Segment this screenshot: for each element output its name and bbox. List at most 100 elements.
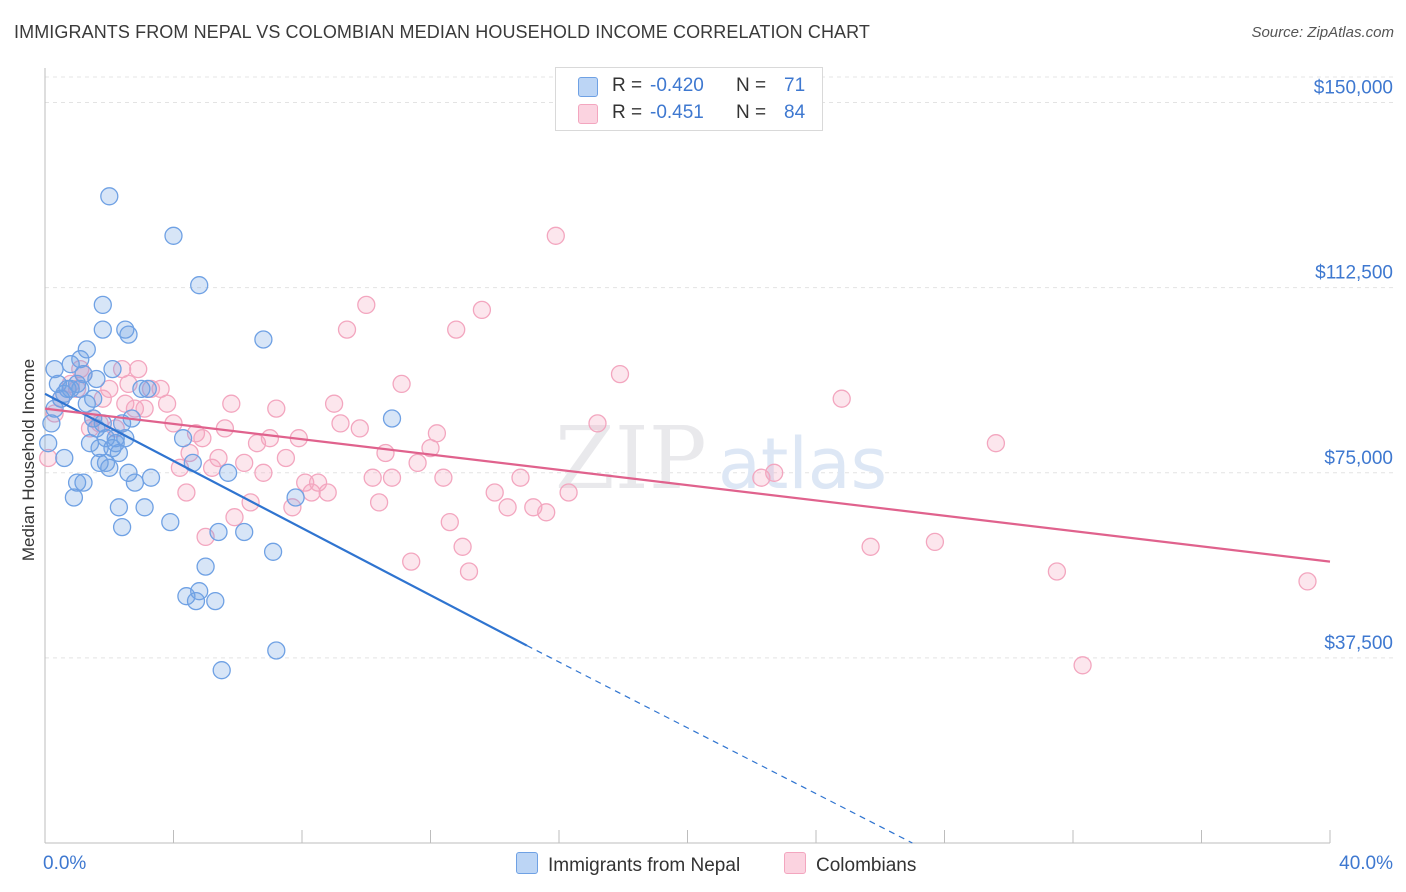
bottom-legend-nepal: Immigrants from Nepal — [516, 852, 740, 877]
legend-swatch-colombians — [578, 104, 598, 124]
data-point — [235, 453, 254, 473]
data-point — [286, 488, 305, 507]
y-tick-labels: $37,500 $75,000 $112,500 $150,000 — [1314, 78, 1393, 654]
data-point — [225, 508, 244, 527]
data-point — [190, 582, 209, 601]
data-point — [861, 537, 880, 556]
data-point — [260, 429, 280, 448]
y-axis-label: Median Household Income — [19, 358, 38, 562]
data-point — [459, 562, 479, 581]
data-point — [55, 448, 74, 468]
watermark-zip: ZIP — [555, 409, 707, 509]
data-point — [1047, 562, 1067, 581]
data-point — [382, 409, 402, 428]
data-point — [402, 552, 421, 571]
data-point — [186, 591, 206, 611]
data-point — [427, 424, 447, 443]
data-point — [93, 320, 112, 339]
data-point — [610, 364, 630, 384]
data-point — [77, 340, 96, 359]
series-colombians-points — [39, 226, 1317, 675]
x-tick-label: 40.0% — [1339, 853, 1393, 874]
data-point — [765, 463, 784, 482]
data-point — [408, 453, 427, 473]
data-point — [103, 359, 122, 379]
legend-row-colombians: R = -0.451 N = 84 — [556, 100, 822, 126]
data-point — [125, 473, 145, 492]
data-point — [132, 379, 151, 399]
x-tick-label: 0.0% — [43, 853, 86, 874]
data-point — [276, 448, 296, 468]
data-point — [559, 483, 578, 502]
data-point — [100, 458, 119, 477]
data-point — [392, 374, 411, 394]
data-point — [925, 532, 945, 552]
data-point — [135, 498, 154, 517]
data-point — [84, 389, 103, 408]
legend-n-label: N = — [736, 102, 767, 123]
data-point — [71, 359, 90, 379]
data-point — [141, 468, 161, 487]
data-point — [986, 434, 1006, 453]
data-point — [71, 350, 90, 369]
data-point — [511, 468, 530, 487]
data-point — [254, 330, 273, 349]
data-point — [832, 389, 851, 408]
data-point — [376, 443, 395, 463]
data-point — [324, 394, 344, 413]
legend-n-label: N = — [736, 75, 767, 96]
trend-line — [44, 407, 1331, 563]
data-point — [254, 463, 273, 482]
data-point — [331, 414, 350, 433]
data-point — [337, 320, 357, 339]
bottom-legend-swatch-nepal — [516, 852, 538, 874]
watermark: ZIP atlas — [555, 409, 887, 509]
data-point — [67, 374, 87, 394]
data-point — [357, 295, 376, 315]
data-point — [453, 537, 472, 556]
data-point — [206, 591, 225, 611]
data-point — [135, 399, 154, 418]
data-point — [100, 379, 119, 399]
data-point — [119, 325, 138, 344]
legend-n-value: 71 — [784, 75, 806, 96]
bottom-legend-swatch-colombians — [784, 852, 806, 874]
data-point — [119, 463, 138, 482]
data-point — [434, 468, 453, 487]
data-point — [1298, 572, 1317, 591]
data-point — [296, 473, 315, 492]
legend-r-label: R = — [612, 102, 643, 123]
data-point — [39, 434, 58, 453]
data-point — [61, 355, 80, 374]
data-point — [193, 429, 212, 448]
data-point — [588, 414, 607, 433]
data-point — [112, 517, 132, 537]
data-point — [45, 359, 64, 379]
data-point — [90, 453, 109, 473]
y-tick-label: $37,500 — [1324, 633, 1393, 654]
data-point — [308, 473, 328, 492]
data-point — [218, 463, 238, 482]
data-point — [106, 434, 125, 453]
data-point — [190, 276, 209, 295]
data-point — [209, 448, 228, 468]
legend-r-value: -0.451 — [650, 102, 704, 123]
data-point — [1073, 656, 1092, 675]
data-point — [64, 488, 84, 507]
data-point — [138, 379, 157, 399]
data-point — [267, 399, 286, 418]
trend-line — [44, 392, 528, 647]
data-point — [350, 419, 369, 438]
data-point — [74, 473, 93, 492]
data-point — [447, 320, 466, 339]
data-point — [222, 394, 241, 413]
legend-n-value: 84 — [784, 102, 806, 123]
bottom-legend-colombians: Colombians — [784, 852, 916, 877]
data-point — [96, 429, 116, 448]
bottom-legend-label-colombians: Colombians — [816, 855, 917, 876]
data-point — [363, 468, 382, 487]
data-point — [498, 498, 517, 517]
data-point — [546, 226, 565, 245]
data-point — [67, 473, 87, 492]
